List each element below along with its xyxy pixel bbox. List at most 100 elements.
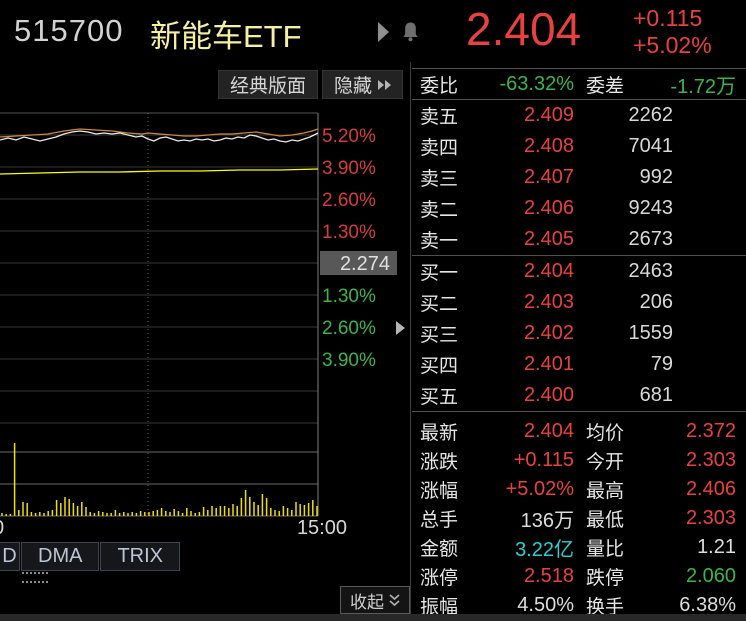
bid-row-price: 2.403 (523, 291, 574, 313)
bid-list: 买一 2.404 2463 买二 2.403 206 买三 2.402 1559 买四 2.401 7… (412, 256, 746, 411)
double-arrow-right-icon (377, 79, 391, 90)
stat-label: 最高 (586, 481, 625, 502)
bid-row[interactable]: 买一 2.404 2463 (412, 256, 746, 287)
panel-divider (410, 62, 411, 614)
tab-indicator-d[interactable]: D (0, 542, 20, 571)
stat-value: 4.50% (517, 594, 574, 616)
stock-name: 新能车ETF (150, 19, 302, 54)
ask-row[interactable]: 卖五 2.409 2262 (412, 100, 746, 131)
stat-value: 2.372 (685, 420, 736, 442)
orderbook-separator (412, 255, 746, 256)
stock-code: 515700 (14, 13, 124, 48)
quote-panel: 委比 -63.32% 委差 -1.72万 卖五 2.409 2262 卖四 2.408 7… (412, 62, 746, 620)
collapse-button[interactable]: 收起 (340, 586, 410, 614)
toolbar: 经典版面 隐藏 (0, 70, 403, 99)
stat-value: +5.02% (505, 478, 574, 500)
ask-row[interactable]: 卖一 2.405 2673 (412, 224, 746, 255)
bid-row-volume: 79 (650, 353, 673, 375)
ask-row-label: 卖一 (420, 231, 459, 252)
weicha-label: 委差 (586, 75, 625, 97)
chart-down-label: 3.90% (322, 350, 376, 371)
hide-button[interactable]: 隐藏 (321, 70, 403, 99)
tab-indicator-trix[interactable]: TRIX (100, 542, 181, 571)
ask-row-label: 卖五 (420, 107, 459, 128)
bell-icon[interactable] (402, 21, 419, 48)
bottom-strip (0, 614, 746, 621)
stat-value: +0.115 (513, 449, 574, 471)
stat-label: 涨停 (420, 568, 459, 589)
panel-collapse-arrow-icon[interactable] (396, 321, 405, 335)
weibi-label: 委比 (420, 75, 459, 97)
hide-label: 隐藏 (333, 76, 372, 97)
bid-row-label: 买三 (420, 325, 459, 346)
bid-row-volume: 206 (639, 291, 673, 313)
chart-up-label: 5.20% (322, 126, 376, 147)
double-chevron-down-icon (389, 593, 400, 606)
stat-row: 金额 3.22亿 量比 1.21 (412, 533, 746, 562)
bid-row-price: 2.402 (523, 322, 574, 344)
header: 515700 新能车ETF 2.404 +0.115 +5.02% (0, 0, 746, 62)
ask-row[interactable]: 卖四 2.408 7041 (412, 131, 746, 162)
ask-row-price: 2.408 (523, 135, 574, 157)
stat-label: 最新 (420, 423, 459, 444)
drag-handle[interactable] (22, 572, 48, 583)
stat-row: 振幅 4.50% 换手 6.38% (412, 591, 746, 620)
stat-value: 1.21 (697, 536, 736, 558)
stat-label: 换手 (586, 597, 625, 618)
bid-row[interactable]: 买四 2.401 79 (412, 349, 746, 380)
ask-row[interactable]: 卖三 2.407 992 (412, 162, 746, 193)
stat-label: 量比 (586, 539, 625, 560)
bid-row-volume: 681 (639, 384, 673, 406)
weibi-row: 委比 -63.32% 委差 -1.72万 (412, 68, 746, 100)
weibi-value: -63.32% (499, 72, 575, 95)
ask-row-label: 卖四 (420, 138, 459, 159)
ask-row[interactable]: 卖二 2.406 9243 (412, 193, 746, 224)
play-icon[interactable] (378, 22, 389, 42)
ask-row-label: 卖三 (420, 169, 459, 190)
ask-row-volume: 992 (639, 166, 673, 188)
stat-row: 涨幅 +5.02% 最高 2.406 (412, 475, 746, 504)
ask-row-volume: 2262 (628, 104, 674, 126)
stat-label: 金额 (420, 539, 459, 560)
ask-row-volume: 2673 (628, 228, 674, 250)
bid-row-price: 2.401 (523, 353, 574, 375)
ask-list: 卖五 2.409 2262 卖四 2.408 7041 卖三 2.407 992 卖二 2.406 9… (412, 100, 746, 255)
classic-layout-button[interactable]: 经典版面 (217, 70, 318, 99)
stat-label: 均价 (586, 423, 625, 444)
stat-label: 跌停 (586, 568, 625, 589)
weicha-value: -1.72万 (670, 75, 736, 98)
stat-value: 136万 (520, 510, 574, 532)
stat-value: 2.406 (685, 478, 736, 500)
ask-row-volume: 7041 (628, 135, 674, 157)
intraday-chart[interactable]: 5.20% 3.90% 2.60% 1.30% 2.274 1.30% 2.60% 3.90%… (0, 100, 410, 540)
time-axis-label: 15:00 (297, 517, 347, 539)
price-change-percent: +5.02% (633, 32, 712, 58)
bid-row-volume: 2463 (628, 260, 674, 282)
stat-value: 6.38% (679, 594, 736, 616)
bid-row[interactable]: 买五 2.400 681 (412, 380, 746, 411)
bid-row-price: 2.400 (523, 384, 574, 406)
stats-list: 最新 2.404 均价 2.372 涨跌 +0.115 今开 2.303 涨幅 +5.02% 最高 2… (412, 412, 746, 620)
stat-value: 3.22亿 (515, 539, 574, 561)
time-axis-label-partial: 0 (0, 517, 4, 539)
price-change-block: +0.115 +5.02% (633, 5, 712, 59)
chart-up-label: 1.30% (322, 222, 376, 243)
stat-value: 2.060 (685, 565, 736, 587)
stat-value: 2.303 (685, 507, 736, 529)
stat-row: 涨停 2.518 跌停 2.060 (412, 562, 746, 591)
stat-label: 总手 (420, 510, 459, 531)
tab-indicator-dma[interactable]: DMA (21, 542, 100, 571)
bid-row-price: 2.404 (523, 260, 574, 282)
stats-separator (412, 411, 746, 412)
bid-row-label: 买二 (420, 294, 459, 315)
stat-label: 涨幅 (420, 481, 459, 502)
bid-row[interactable]: 买三 2.402 1559 (412, 318, 746, 349)
bid-row[interactable]: 买二 2.403 206 (412, 287, 746, 318)
stat-value: 2.303 (685, 449, 736, 471)
last-price: 2.404 (466, 3, 582, 55)
stat-value: 2.404 (523, 420, 574, 442)
chart-mid-price-label: 2.274 (340, 253, 390, 275)
stat-row: 最新 2.404 均价 2.372 (412, 417, 746, 446)
ask-row-volume: 9243 (628, 197, 674, 219)
stat-label: 今开 (586, 452, 625, 473)
